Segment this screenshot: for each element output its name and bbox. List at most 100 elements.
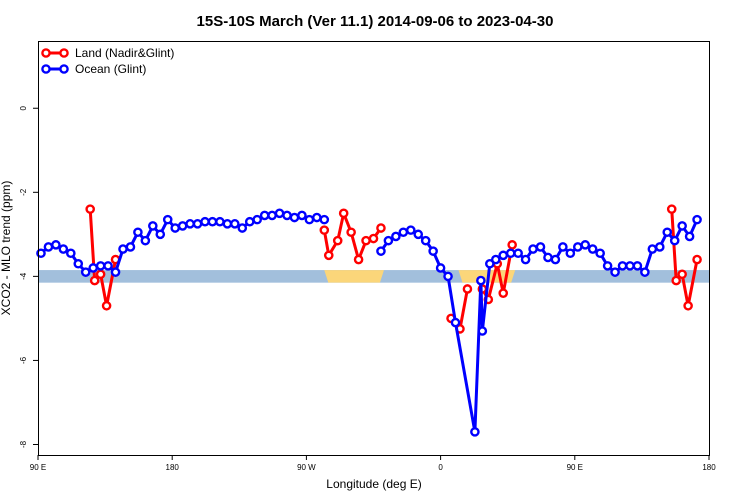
legend-marker <box>41 48 51 58</box>
data-point <box>513 248 523 259</box>
data-point <box>684 231 695 242</box>
data-point <box>391 231 401 242</box>
data-point <box>507 240 517 250</box>
data-point <box>244 216 255 227</box>
data-point <box>617 261 628 271</box>
data-point <box>252 214 262 225</box>
data-point <box>88 263 98 273</box>
data-point <box>677 269 687 280</box>
data-point <box>490 254 501 265</box>
data-point <box>587 244 598 254</box>
data-point <box>177 221 188 231</box>
data-point <box>80 267 91 277</box>
data-point <box>376 223 386 233</box>
data-point <box>353 254 364 265</box>
data-point <box>625 261 635 271</box>
x-tick-label: 90 E <box>567 463 583 472</box>
data-point <box>297 210 307 221</box>
data-point <box>550 254 561 265</box>
data-point <box>148 221 158 231</box>
x-tick-label: 180 <box>702 463 716 472</box>
data-point <box>133 227 143 238</box>
data-point <box>498 250 509 261</box>
series-ocean <box>36 208 702 437</box>
data-point <box>647 244 658 254</box>
data-point <box>36 248 46 259</box>
data-point <box>274 208 285 219</box>
y-tick-label: -2 <box>19 188 28 196</box>
data-point <box>610 267 620 277</box>
data-point <box>595 248 605 259</box>
data-point <box>140 235 151 246</box>
data-point <box>289 212 300 223</box>
legend-item: Ocean (Glint) <box>41 62 146 76</box>
reference-band <box>38 270 709 283</box>
data-point <box>319 214 330 225</box>
data-point <box>95 261 106 271</box>
data-point <box>346 227 356 238</box>
y-axis-label: XCO2 - MLO trend (ppm) <box>0 181 13 316</box>
data-point <box>420 235 431 246</box>
data-point <box>110 267 121 277</box>
data-point <box>155 229 166 240</box>
x-axis: 90 E 180 90 W 0 90 E 180 <box>30 455 716 472</box>
land-band-segment <box>324 270 384 283</box>
data-point <box>312 212 322 223</box>
x-tick-label: 180 <box>166 463 180 472</box>
data-point <box>580 240 591 250</box>
data-point <box>215 216 225 227</box>
data-point <box>66 248 76 259</box>
data-point <box>477 326 488 336</box>
y-tick-label: 0 <box>19 105 28 110</box>
data-point <box>185 219 195 229</box>
data-point <box>485 258 495 269</box>
data-point <box>520 254 531 265</box>
data-point <box>304 214 315 225</box>
data-point <box>237 223 248 233</box>
data-point <box>505 248 516 259</box>
y-tick-label: -4 <box>19 272 28 280</box>
data-point <box>95 269 106 280</box>
data-point <box>671 275 681 286</box>
data-point <box>666 204 677 214</box>
data-point <box>558 242 568 252</box>
x-tick-label: 90 W <box>297 463 316 472</box>
series-land <box>85 204 702 334</box>
data-point <box>101 300 112 311</box>
legend-marker <box>41 64 51 74</box>
data-point <box>58 244 69 254</box>
data-point <box>89 275 100 286</box>
data-point <box>640 267 650 277</box>
data-point <box>230 219 240 229</box>
data-point <box>450 317 461 328</box>
data-point <box>632 261 643 271</box>
data-point <box>259 210 270 221</box>
data-point <box>683 300 693 311</box>
series-layer <box>36 204 702 437</box>
data-point <box>535 242 546 252</box>
data-point <box>73 258 84 269</box>
data-point <box>43 242 54 252</box>
legend: Land (Nadir&Glint) Ocean (Glint) <box>41 46 174 76</box>
data-point <box>332 235 343 246</box>
data-point <box>85 204 95 214</box>
data-point <box>462 284 473 294</box>
legend-label: Land (Nadir&Glint) <box>75 46 174 60</box>
x-tick-label: 0 <box>438 463 443 472</box>
data-point <box>565 248 576 259</box>
data-point <box>323 250 334 261</box>
data-point <box>398 227 409 238</box>
legend-item: Land (Nadir&Glint) <box>41 46 174 60</box>
data-point <box>103 261 113 271</box>
data-point <box>543 252 553 263</box>
y-tick-label: -8 <box>19 440 28 448</box>
data-point <box>498 288 509 298</box>
data-point <box>677 221 687 231</box>
data-point <box>319 225 330 235</box>
data-point <box>405 225 416 235</box>
legend-marker <box>59 64 69 74</box>
x-tick-label: 90 E <box>30 463 46 472</box>
data-point <box>428 246 438 256</box>
plot-frame <box>38 41 710 456</box>
